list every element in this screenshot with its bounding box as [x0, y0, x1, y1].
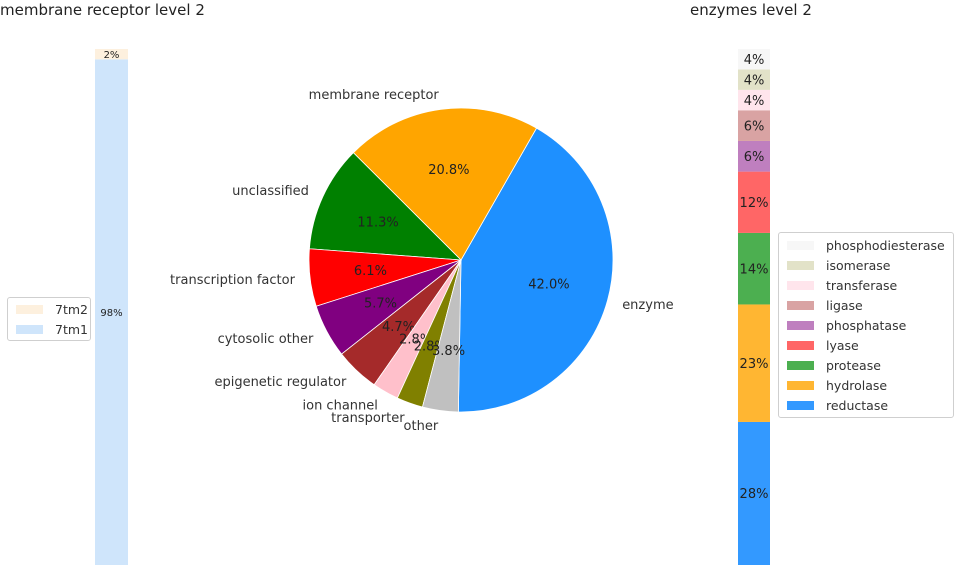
bar-segment-phosphodiesterase [738, 49, 770, 70]
bar-segment-isomerase [738, 69, 770, 90]
pie-slice-unclassified [308, 152, 463, 261]
legend-item-ligase: ligase [779, 295, 953, 315]
pie-slice-percent: 3.8% [432, 344, 465, 359]
legend-label: 7tm2 [55, 301, 88, 317]
legend-item-isomerase: isomerase [779, 255, 953, 275]
legend-label: 7tm1 [55, 321, 88, 337]
bar-segment-reductase [738, 421, 770, 565]
pie-slice-name: other [404, 419, 439, 434]
bar-segment-transferase [738, 89, 770, 111]
legend-swatch [787, 300, 814, 310]
pie-slice-percent: 11.3% [357, 216, 398, 231]
legend-item-7tm1: 7tm1 [8, 319, 90, 339]
pie-slice-percent: 4.7% [382, 320, 415, 335]
bar-segment-protease [738, 232, 770, 305]
legend-swatch [787, 280, 814, 290]
bar-segment-phosphatase [738, 140, 770, 172]
bar-segment-label: 23% [740, 357, 769, 372]
legend-label: reductase [826, 397, 889, 413]
pie-slice-name: transporter [331, 411, 405, 426]
legend-item-7tm2: 7tm2 [8, 299, 90, 319]
left-legend: 7tm2 7tm1 [7, 297, 91, 341]
bar-segment-label: 6% [744, 150, 765, 165]
legend-item-phosphatase: phosphatase [779, 315, 953, 335]
bar-segment-ligase [738, 110, 770, 141]
legend-swatch [787, 360, 814, 370]
bar-segment-label: 98% [100, 308, 122, 319]
right-legend: phosphodiesterase isomerase transferase lig… [778, 232, 954, 418]
legend-label: hydrolase [826, 377, 888, 393]
legend-swatch [787, 240, 814, 250]
legend-item-transferase: transferase [779, 275, 953, 295]
legend-label: protease [826, 357, 881, 373]
membrane-receptor-stacked-bar: 98% 2% [95, 49, 128, 565]
legend-swatch [787, 340, 814, 350]
bar-segment-label: 4% [744, 73, 765, 88]
legend-item-lyase: lyase [779, 335, 953, 355]
legend-item-protease: protease [779, 355, 953, 375]
legend-label: lyase [826, 337, 859, 353]
pie-slice-percent: 5.7% [364, 296, 397, 311]
legend-swatch [16, 304, 43, 314]
pie-slice-name: ion channel [303, 399, 378, 414]
bar-segment-label: 2% [104, 50, 120, 61]
legend-swatch [787, 260, 814, 270]
target-class-pie-chart: 42.0% enzyme 20.8% membrane receptor 11.3% un… [170, 88, 674, 434]
legend-item-reductase: reductase [779, 395, 953, 415]
bar-segment-hydrolase [738, 304, 770, 422]
pie-slice-name: enzyme [622, 298, 673, 313]
pie-slice-name: epigenetic regulator [214, 375, 347, 390]
enzymes-stacked-bar: 28% 23% 14% 12% 6% 6% 4% 4% 4% [738, 49, 770, 565]
pie-slice-enzyme [457, 127, 614, 413]
bar-segment-label: 4% [744, 94, 765, 109]
right-bar-title: enzymes level 2 [690, 1, 812, 19]
bar-segment-7tm1 [95, 59, 128, 565]
legend-item-hydrolase: hydrolase [779, 375, 953, 395]
pie-slice-percent: 42.0% [528, 278, 569, 293]
pie-slice-name: unclassified [232, 184, 309, 199]
legend-label: ligase [826, 297, 863, 313]
bar-segment-label: 28% [740, 487, 769, 502]
legend-swatch [787, 380, 814, 390]
legend-swatch [787, 400, 814, 410]
bar-segment-label: 6% [744, 119, 765, 134]
pie-slice-name: transcription factor [170, 273, 296, 288]
pie-slice-name: cytosolic other [218, 332, 314, 347]
bar-segment-7tm2 [95, 49, 128, 60]
pie-slice-name: membrane receptor [309, 88, 440, 103]
legend-swatch [787, 320, 814, 330]
pie-slice-membrane-receptor [352, 107, 538, 261]
bar-segment-lyase [738, 171, 770, 233]
legend-label: phosphatase [826, 317, 907, 333]
legend-label: transferase [826, 277, 898, 293]
bar-segment-label: 4% [744, 53, 765, 68]
legend-item-phosphodiesterase: phosphodiesterase [779, 235, 953, 255]
pie-slice-percent: 20.8% [428, 163, 469, 178]
legend-swatch [16, 324, 43, 334]
legend-label: phosphodiesterase [826, 237, 945, 253]
legend-label: isomerase [826, 257, 891, 273]
pie-slice-other [421, 259, 462, 413]
pie-slice-percent: 6.1% [354, 264, 387, 279]
bar-segment-label: 14% [740, 262, 769, 277]
bar-segment-label: 12% [740, 196, 769, 211]
left-bar-title: membrane receptor level 2 [0, 1, 205, 19]
